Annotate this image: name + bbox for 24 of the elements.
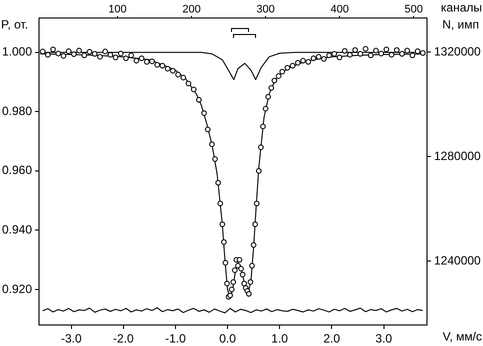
y-tick-label: 0.960 bbox=[2, 163, 32, 178]
x-tick-label: 0.0 bbox=[219, 332, 236, 346]
x2-axis-title: каналы bbox=[440, 0, 482, 14]
x2-tick-label: 300 bbox=[256, 3, 275, 16]
y-tick-label: 0.920 bbox=[2, 282, 32, 296]
x2-tick-label: 200 bbox=[182, 3, 201, 16]
x2-tick-label: 400 bbox=[330, 3, 349, 16]
x-tick-label: 1.0 bbox=[271, 332, 288, 346]
y2-tick-label: 1320000 bbox=[434, 44, 482, 58]
x-tick-label: -3.0 bbox=[60, 332, 82, 346]
x-tick-label: 2.0 bbox=[323, 332, 340, 346]
y2-tick-label: 1280000 bbox=[434, 148, 482, 163]
y2-axis-title: N, имп bbox=[442, 17, 479, 32]
y-tick-label: 0.940 bbox=[2, 222, 32, 236]
x-tick-label: -1.0 bbox=[165, 332, 186, 346]
x-axis-title: V, мм/с bbox=[442, 329, 482, 344]
x2-tick-label: 500 bbox=[404, 3, 423, 16]
y-axis-title: P, от. bbox=[1, 17, 28, 32]
x2-tick-label: 100 bbox=[108, 3, 127, 16]
y-tick-label: 1.000 bbox=[2, 44, 32, 59]
x-tick-label: -2.0 bbox=[113, 332, 134, 346]
y2-tick-label: 1240000 bbox=[434, 253, 482, 268]
y-tick-label: 0.980 bbox=[2, 104, 32, 118]
x-tick-label: 3.0 bbox=[375, 332, 392, 346]
